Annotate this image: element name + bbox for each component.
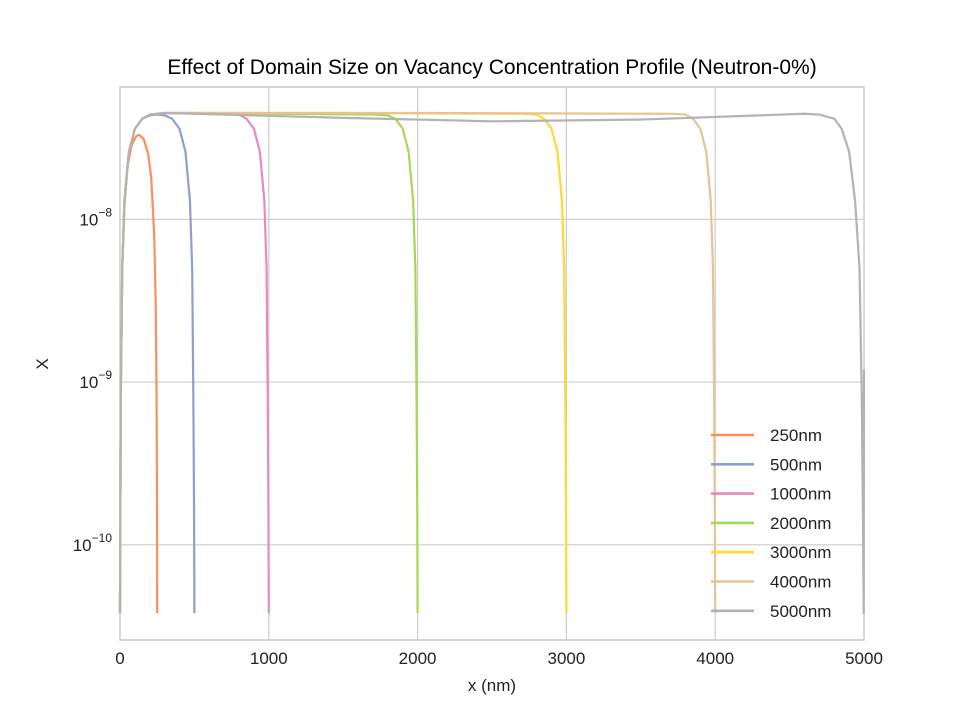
plot-area [119, 86, 865, 641]
legend-label: 3000nm [770, 543, 831, 562]
legend-label: 5000nm [770, 602, 831, 621]
x-tick-label: 1000 [250, 649, 288, 668]
y-axis-ticks: 10−10 10−9 10−8 [73, 205, 113, 554]
legend-label: 250nm [770, 426, 822, 445]
legend-label: 1000nm [770, 485, 831, 504]
chart-title: Effect of Domain Size on Vacancy Concent… [167, 56, 816, 79]
x-tick-label: 2000 [399, 649, 437, 668]
series-line-5000nm [118, 111, 866, 615]
x-tick-label: 3000 [547, 649, 585, 668]
legend-label: 4000nm [770, 573, 831, 592]
legend-label: 500nm [770, 455, 822, 474]
series-group [118, 111, 866, 615]
y-tick-label: 10−10 [73, 531, 113, 555]
grid [119, 87, 865, 640]
y-tick-label: 10−9 [79, 368, 112, 392]
x-axis-label: x (nm) [468, 676, 516, 695]
x-tick-label: 0 [115, 649, 124, 668]
x-tick-label: 4000 [696, 649, 734, 668]
y-axis-label: X [33, 358, 52, 369]
x-tick-label: 5000 [845, 649, 883, 668]
legend: 250nm 500nm 1000nm 2000nm 3000nm 4000nm 5000nm [711, 426, 831, 621]
x-axis-ticks: 0 1000 2000 3000 4000 5000 [115, 649, 883, 668]
y-tick-label: 10−8 [79, 205, 112, 229]
legend-label: 2000nm [770, 514, 831, 533]
